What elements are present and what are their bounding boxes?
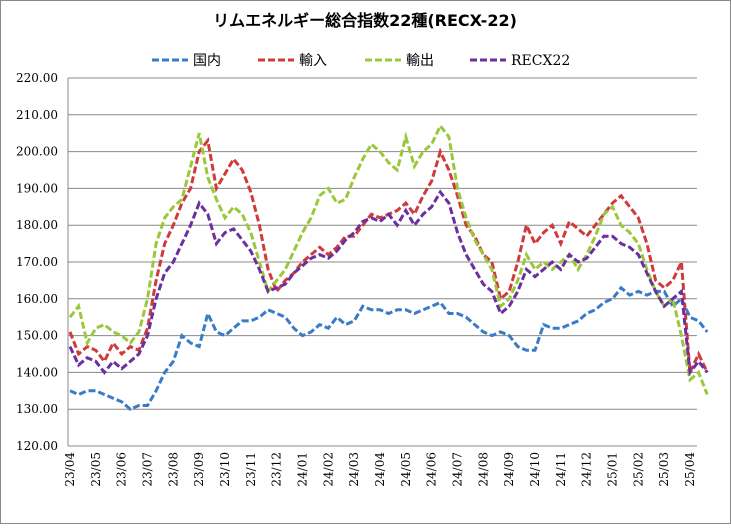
x-tick-label: 25/03: [657, 452, 671, 487]
y-tick-label: 220.00: [16, 71, 58, 85]
y-tick-label: 160.00: [16, 292, 58, 306]
x-tick-label: 25/01: [606, 452, 620, 487]
legend-label: RECX22: [511, 53, 570, 69]
x-tick-label: 24/05: [399, 452, 413, 487]
x-tick-label: 23/10: [218, 452, 232, 487]
x-tick-label: 24/03: [347, 452, 361, 487]
x-tick-label: 24/02: [321, 452, 335, 487]
y-tick-label: 210.00: [16, 108, 58, 122]
x-tick-label: 23/11: [244, 452, 258, 487]
y-tick-label: 150.00: [16, 329, 58, 343]
legend-label: 輸入: [299, 53, 327, 69]
x-tick-label: 23/04: [63, 452, 77, 487]
legend-label: 国内: [193, 53, 221, 69]
y-tick-label: 190.00: [16, 181, 58, 195]
y-tick-label: 180.00: [16, 218, 58, 232]
x-tick-label: 23/05: [89, 452, 103, 487]
x-tick-label: 24/04: [373, 452, 387, 487]
x-tick-label: 25/04: [683, 452, 697, 487]
x-tick-label: 24/10: [528, 452, 542, 487]
y-tick-label: 170.00: [16, 255, 58, 269]
chart-title: リムエネルギー総合指数22種(RECX-22): [213, 11, 517, 30]
series-line: [68, 122, 709, 396]
legend-label: 輸出: [406, 53, 434, 69]
x-tick-label: 23/12: [270, 452, 284, 487]
x-tick-label: 24/11: [554, 452, 568, 487]
series-line: [68, 189, 709, 377]
series-line: [69, 285, 709, 411]
x-tick-label: 24/09: [502, 452, 516, 487]
x-tick-label: 24/01: [296, 452, 310, 487]
y-tick-label: 140.00: [16, 365, 58, 379]
x-tick-label: 23/08: [166, 452, 180, 487]
y-tick-label: 130.00: [16, 402, 58, 416]
x-tick-label: 23/07: [141, 452, 155, 487]
x-tick-label: 24/08: [476, 452, 490, 487]
x-tick-label: 23/09: [192, 452, 206, 487]
x-tick-label: 25/02: [631, 452, 645, 487]
x-tick-label: 24/12: [580, 452, 594, 487]
y-tick-label: 120.00: [16, 439, 58, 453]
y-tick-label: 200.00: [16, 145, 58, 159]
x-tick-label: 24/06: [425, 452, 439, 487]
x-tick-label: 24/07: [451, 452, 465, 487]
x-tick-label: 23/06: [115, 452, 129, 487]
